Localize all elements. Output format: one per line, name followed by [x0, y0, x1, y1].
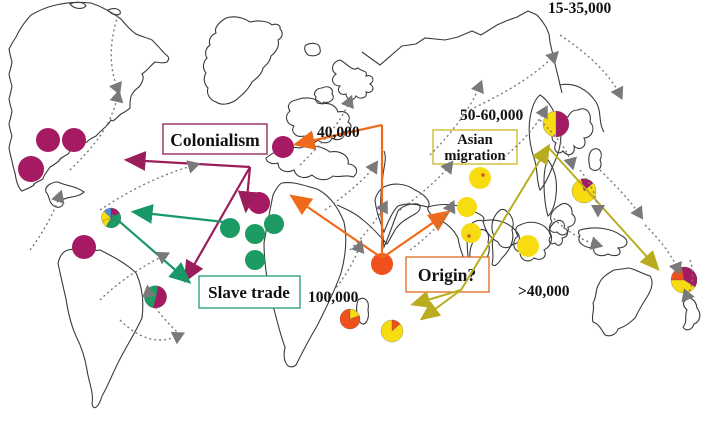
svg-text:50-60,000: 50-60,000 — [460, 107, 524, 124]
svg-text:migration: migration — [444, 148, 505, 164]
svg-text:Asian: Asian — [457, 132, 492, 148]
svg-text:Slave trade: Slave trade — [208, 283, 290, 302]
svg-text:>40,000: >40,000 — [518, 283, 570, 300]
svg-text:100,000: 100,000 — [308, 289, 359, 306]
svg-text:Origin?: Origin? — [418, 265, 476, 285]
svg-text:40,000: 40,000 — [317, 124, 360, 141]
svg-text:Colonialism: Colonialism — [170, 130, 260, 150]
svg-text:15-35,000: 15-35,000 — [548, 0, 612, 17]
